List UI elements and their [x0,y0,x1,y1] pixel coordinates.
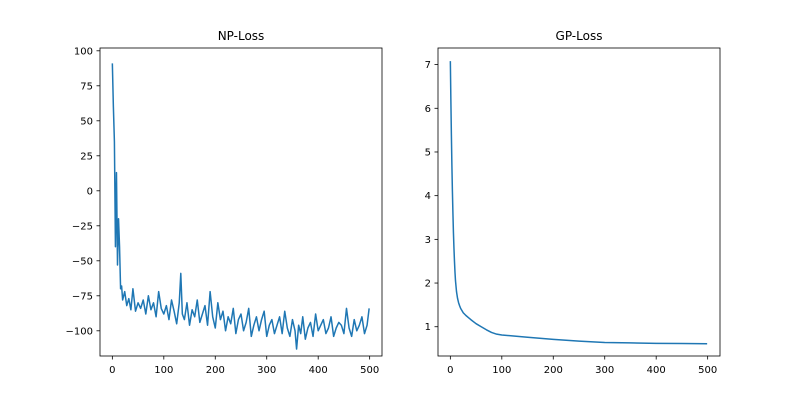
gp-loss-x-tick-label: 0 [447,365,453,376]
gp-loss-y-tick-label: 5 [425,147,431,158]
np-loss-y-tick-label: 100 [74,46,93,57]
np-loss-y-tick-label: −50 [72,256,93,267]
gp-loss-x-tick-label: 500 [698,365,717,376]
np-loss-plot-area: 0 100 200 300 400 500 100 75 50 25 0 −25 −50 −75 −100 [66,46,383,376]
gp-loss-series-line [449,61,708,345]
np-loss-y-tick-label: 25 [80,151,93,162]
gp-loss-panel: GP-Loss 0 100 200 300 400 500 1 2 3 4 5 6 7 [425,29,721,376]
gp-loss-x-tick-label: 300 [595,365,614,376]
np-loss-title: NP-Loss [218,29,265,43]
np-loss-y-tick-label: −25 [72,221,93,232]
gp-loss-y-tick-label: 3 [425,235,431,246]
np-loss-y-tick-label: −100 [66,326,93,337]
np-loss-axes-frame [99,47,383,357]
gp-loss-y-tick-label: 4 [425,191,431,202]
np-loss-x-tick-label: 0 [109,365,115,376]
gp-loss-y-tick-label: 1 [425,322,431,333]
gp-loss-x-tick-label: 100 [492,365,511,376]
gp-loss-y-tick-label: 6 [425,104,431,115]
np-loss-x-tick-label: 300 [257,365,276,376]
np-loss-y-tick-label: 50 [80,116,93,127]
np-loss-x-tick-label: 100 [154,365,173,376]
gp-loss-plot-area: 0 100 200 300 400 500 1 2 3 4 5 6 7 [425,47,721,376]
np-loss-x-tick-label: 400 [309,365,328,376]
np-loss-x-tick-label: 500 [360,365,379,376]
gp-loss-axes-frame [437,47,721,357]
gp-loss-x-tick-label: 200 [544,365,563,376]
np-loss-y-tick-label: 75 [80,81,93,92]
np-loss-panel: NP-Loss 0 100 200 300 400 500 100 75 50 25 0 −25 −50… [66,29,383,376]
np-loss-series-line [111,63,370,350]
gp-loss-title: GP-Loss [556,29,603,43]
np-loss-y-tick-label: −75 [72,291,93,302]
np-loss-y-tick-label: 0 [87,186,93,197]
gp-loss-x-tick-label: 400 [647,365,666,376]
gp-loss-y-tick-label: 7 [425,60,431,71]
gp-loss-y-tick-label: 2 [425,279,431,290]
np-loss-x-tick-label: 200 [206,365,225,376]
